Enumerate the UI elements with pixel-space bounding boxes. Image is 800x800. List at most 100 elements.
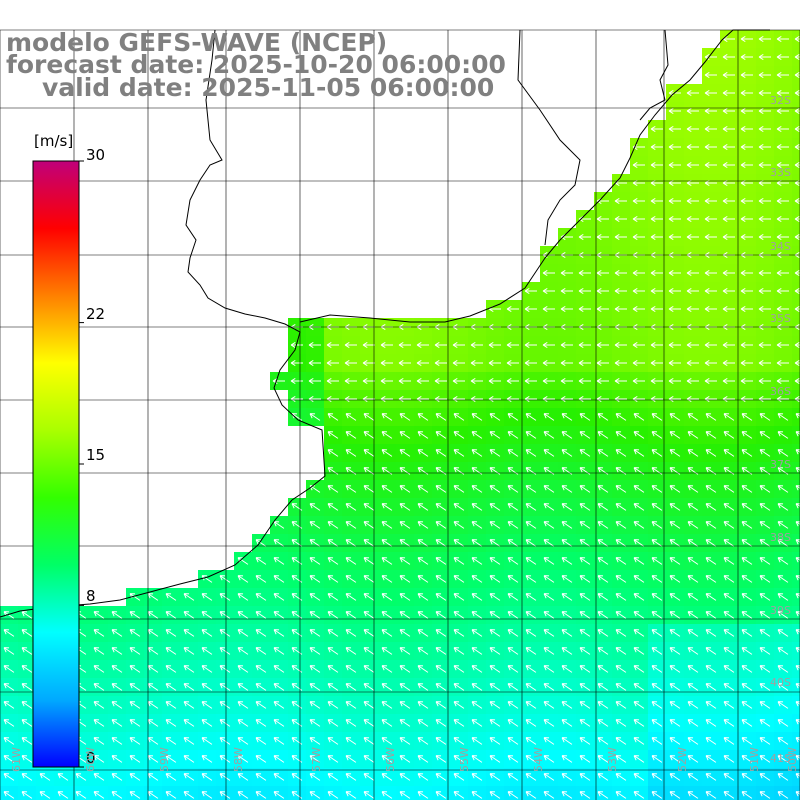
wind-arrow	[453, 629, 465, 637]
wind-arrow	[111, 647, 123, 655]
wind-arrow	[669, 737, 681, 745]
wind-arrow	[741, 665, 753, 673]
wind-arrow	[183, 683, 195, 691]
wind-arrow	[471, 431, 483, 439]
wind-arrow	[363, 449, 375, 457]
wind-speed-cell	[594, 786, 612, 800]
wind-arrow	[183, 611, 195, 619]
wind-arrow	[579, 431, 591, 439]
wind-arrow	[650, 359, 663, 367]
wind-arrow	[651, 719, 663, 727]
wind-arrow	[614, 377, 627, 385]
wind-arrow	[722, 125, 735, 133]
wind-arrow	[111, 755, 123, 763]
wind-arrow	[777, 701, 789, 709]
wind-arrow	[417, 593, 429, 601]
wind-arrow	[758, 53, 771, 61]
wind-arrow	[506, 305, 519, 313]
wind-arrow	[777, 575, 789, 583]
wind-arrow	[615, 485, 627, 493]
wind-arrow	[525, 611, 537, 619]
wind-arrow	[668, 215, 681, 223]
wind-arrow	[3, 665, 15, 673]
wind-arrow	[794, 71, 800, 79]
lagoon-shore-inner	[639, 29, 669, 121]
wind-arrow	[758, 287, 771, 295]
wind-arrow	[633, 575, 645, 583]
wind-arrow	[507, 557, 519, 565]
wind-arrow	[147, 737, 159, 745]
wind-arrow	[686, 89, 699, 97]
wind-arrow	[363, 575, 375, 583]
wind-arrow	[21, 773, 33, 781]
wind-arrow	[597, 539, 609, 547]
wind-arrow	[435, 665, 447, 673]
wind-arrow	[435, 593, 447, 601]
wind-arrow	[561, 755, 573, 763]
wind-arrow	[633, 449, 645, 457]
wind-arrow	[309, 701, 321, 709]
wind-arrow	[543, 539, 555, 547]
wind-arrow	[435, 737, 447, 745]
wind-arrow	[614, 269, 627, 277]
wind-arrow	[525, 629, 537, 637]
wind-arrow	[723, 773, 735, 781]
wind-arrow	[758, 269, 771, 277]
wind-arrow	[723, 683, 735, 691]
wind-arrow	[633, 503, 645, 511]
wind-arrow	[525, 521, 537, 529]
wind-speed-cell	[756, 786, 774, 800]
wind-arrow	[687, 521, 699, 529]
wind-arrow	[93, 629, 105, 637]
wind-speed-cell	[342, 786, 360, 800]
wind-arrow	[794, 161, 800, 169]
wind-arrow	[560, 341, 573, 349]
wind-arrow	[435, 773, 447, 781]
wind-arrow	[21, 647, 33, 655]
wind-arrow	[129, 647, 141, 655]
wind-arrow	[722, 71, 735, 79]
wind-arrow	[542, 287, 555, 295]
wind-arrow	[255, 701, 267, 709]
wind-arrow	[776, 143, 789, 151]
wind-arrow	[327, 521, 339, 529]
map-title: modelo GEFS-WAVE (NCEP)	[6, 28, 388, 57]
wind-arrow	[597, 719, 609, 727]
wind-arrow	[651, 575, 663, 583]
wind-arrow	[327, 683, 339, 691]
wind-arrow	[309, 773, 321, 781]
wind-arrow	[345, 593, 357, 601]
wind-arrow	[21, 737, 33, 745]
wind-arrow	[147, 593, 159, 601]
wind-arrow	[650, 125, 663, 133]
wind-arrow	[597, 449, 609, 457]
wind-arrow	[759, 719, 771, 727]
wind-arrow	[183, 629, 195, 637]
wind-arrow	[525, 665, 537, 673]
wind-arrow	[470, 377, 483, 385]
wind-arrow	[777, 773, 789, 781]
wind-arrow	[561, 791, 573, 799]
wind-arrow	[507, 701, 519, 709]
wind-arrow	[542, 269, 555, 277]
wind-arrow	[362, 377, 375, 385]
wind-arrow	[723, 485, 735, 493]
wind-arrow	[345, 629, 357, 637]
wind-arrow	[723, 593, 735, 601]
wind-arrow	[3, 737, 15, 745]
wind-arrow	[183, 737, 195, 745]
wind-arrow	[579, 413, 591, 421]
wind-arrow	[147, 611, 159, 619]
wind-arrow	[345, 647, 357, 655]
wind-arrow	[3, 683, 15, 691]
wind-arrow	[453, 575, 465, 583]
wind-arrow	[741, 431, 753, 439]
wind-arrow	[309, 629, 321, 637]
wind-arrow	[147, 755, 159, 763]
wind-arrow	[561, 503, 573, 511]
wind-arrow	[219, 737, 231, 745]
wind-arrow	[327, 539, 339, 547]
longitude-label: 54W	[532, 747, 545, 772]
wind-arrow	[93, 755, 105, 763]
wind-arrow	[741, 413, 753, 421]
